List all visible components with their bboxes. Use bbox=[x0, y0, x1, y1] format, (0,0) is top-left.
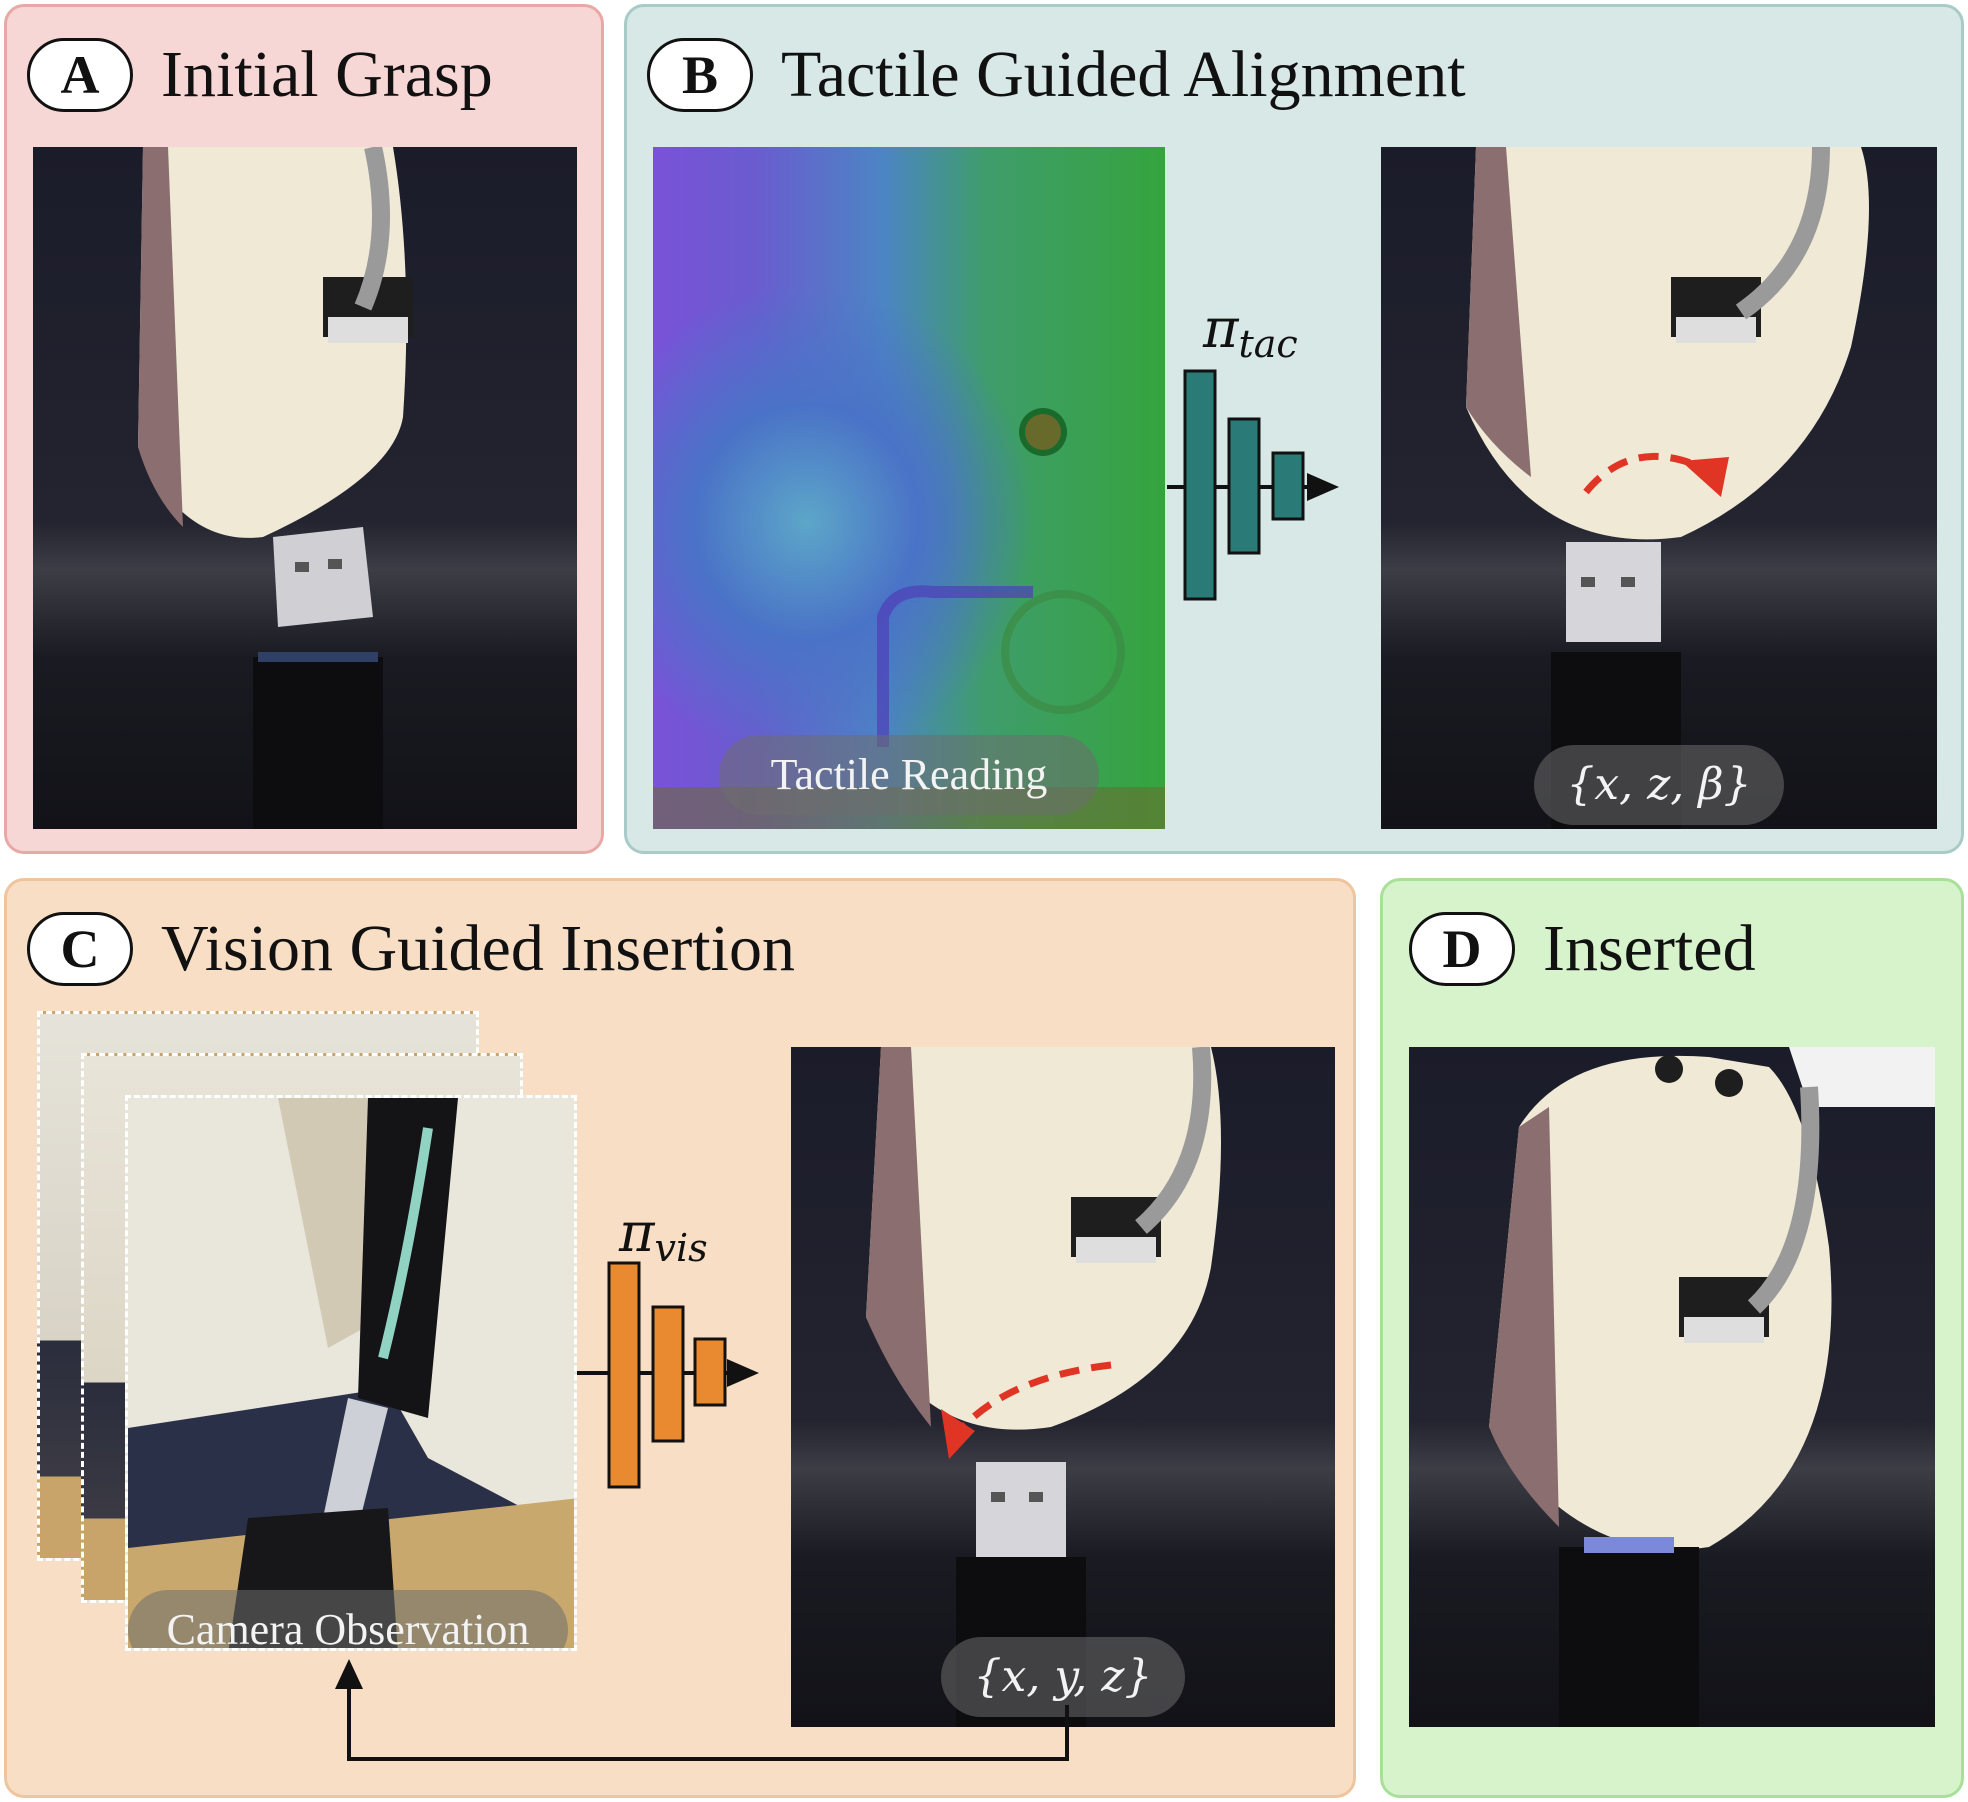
insertion-gripper-photo: {x, y, z} bbox=[791, 1047, 1335, 1727]
panel-inserted: D Inserted bbox=[1380, 878, 1964, 1798]
insertion-output-label: {x, y, z} bbox=[941, 1637, 1185, 1717]
camera-observation-image: Camera Observation bbox=[125, 1095, 577, 1651]
vision-policy-subscript: vis bbox=[654, 1226, 708, 1270]
panel-a-badge: A bbox=[27, 38, 133, 112]
panel-c-title: Vision Guided Insertion bbox=[161, 912, 795, 985]
panel-d-badge: D bbox=[1409, 912, 1515, 986]
panel-b-badge: B bbox=[647, 38, 753, 112]
panel-b-header: B Tactile Guided Alignment bbox=[647, 37, 1466, 113]
tactile-policy-network-icon bbox=[1167, 369, 1339, 601]
feedback-loop-arrow bbox=[335, 1659, 1069, 1761]
vision-policy-network-icon bbox=[577, 1261, 759, 1489]
camera-view-illustration bbox=[128, 1098, 574, 1648]
panel-tactile-alignment: B Tactile Guided Alignment Tactile Readi… bbox=[624, 4, 1964, 854]
panel-initial-grasp: A Initial Grasp bbox=[4, 4, 604, 854]
panel-c-header: C Vision Guided Insertion bbox=[27, 911, 795, 987]
aligned-gripper-photo: {x, z, β} bbox=[1381, 147, 1937, 829]
vision-policy-label: πvis bbox=[619, 1201, 708, 1270]
tactile-contact-marks bbox=[653, 408, 1165, 829]
tactile-policy-symbol: π bbox=[1203, 297, 1239, 360]
tactile-policy-subscript: tac bbox=[1238, 322, 1298, 366]
panel-d-title: Inserted bbox=[1543, 912, 1756, 985]
translation-arrow bbox=[960, 1361, 1112, 1430]
tactile-reading-image: Tactile Reading bbox=[653, 147, 1165, 829]
vision-policy-symbol: π bbox=[619, 1201, 655, 1264]
panel-c-badge: C bbox=[27, 912, 133, 986]
initial-grasp-photo bbox=[33, 147, 577, 829]
tactile-policy-label: πtac bbox=[1203, 297, 1298, 366]
gripper-rotation-illustration bbox=[1466, 147, 1869, 829]
inserted-photo bbox=[1409, 1047, 1935, 1727]
panel-vision-insertion: C Vision Guided Insertion Camera Observa… bbox=[4, 878, 1356, 1798]
panel-a-title: Initial Grasp bbox=[161, 38, 493, 111]
alignment-output-label: {x, z, β} bbox=[1534, 745, 1784, 825]
camera-observation-label: Camera Observation bbox=[128, 1590, 568, 1648]
gripper-illustration bbox=[138, 147, 413, 829]
panel-d-header: D Inserted bbox=[1409, 911, 1756, 987]
panel-b-title: Tactile Guided Alignment bbox=[781, 38, 1466, 111]
inserted-gripper-illustration bbox=[1489, 1047, 1935, 1727]
tactile-reading-label: Tactile Reading bbox=[719, 735, 1099, 815]
panel-a-header: A Initial Grasp bbox=[27, 37, 493, 113]
gripper-translation-illustration bbox=[866, 1047, 1221, 1727]
